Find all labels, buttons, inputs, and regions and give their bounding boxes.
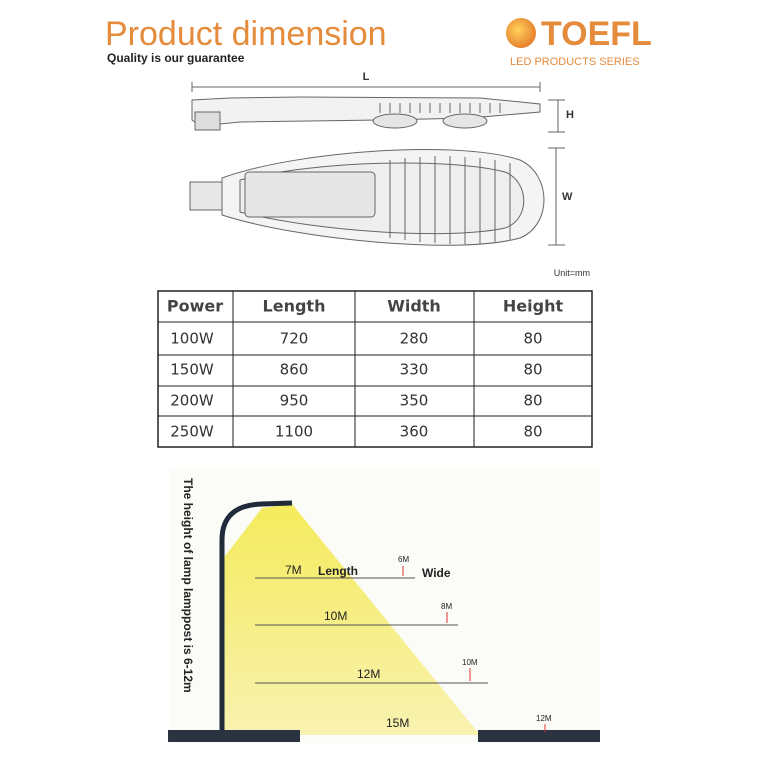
table-cell: 80 — [523, 392, 542, 410]
brand: TOEFL — [541, 15, 652, 53]
width-label: 10M — [462, 658, 478, 667]
table-cell: 350 — [400, 392, 429, 410]
side-view — [191, 82, 565, 133]
table-cell: 1100 — [275, 423, 313, 441]
width-label: W — [562, 191, 573, 203]
logo-icon — [506, 18, 536, 48]
table-cell: 80 — [523, 361, 542, 379]
table-cell: 280 — [400, 330, 429, 348]
table-header: Power — [167, 297, 223, 316]
table-cell: 950 — [280, 392, 309, 410]
ground — [478, 730, 600, 742]
table-cell: 720 — [280, 330, 309, 348]
table-header: Height — [503, 297, 564, 316]
table-header: Length — [263, 297, 326, 316]
subtitle: Quality is our guarantee — [107, 51, 245, 65]
width-label: 6M — [398, 555, 409, 564]
ground — [168, 730, 300, 742]
table-cell: 100W — [170, 330, 214, 348]
table-cell: 80 — [523, 330, 542, 348]
distance-label: 12M — [357, 667, 380, 681]
width-label: 12M — [536, 714, 552, 723]
table-cell: 360 — [400, 423, 429, 441]
lamp-pole — [219, 500, 293, 735]
table-cell: 330 — [400, 361, 429, 379]
unit: Unit=mm — [554, 268, 590, 278]
height-label: H — [566, 109, 574, 121]
distance-word: Length — [318, 564, 358, 578]
table-cell: 80 — [523, 423, 542, 441]
top-view — [189, 147, 565, 246]
table-header: Width — [387, 297, 441, 316]
table-cell: 200W — [170, 392, 214, 410]
table-cell: 150W — [170, 361, 214, 379]
brand-tagline: LED PRODUCTS SERIES — [510, 56, 640, 68]
dimension-table: Power Length Width Height 100W 720 280 8… — [157, 290, 593, 448]
width-word: Wide — [422, 566, 451, 580]
lighting-illustration: The height of lamp lamppost is 6-12m 7M … — [168, 468, 600, 743]
pole-height-note: The height of lamp lamppost is 6-12m — [181, 478, 195, 693]
title: Product dimension — [105, 15, 387, 53]
width-label: 8M — [441, 602, 452, 611]
light-beam — [222, 504, 480, 735]
distance-label: 7M — [285, 563, 302, 577]
table-cell: 860 — [280, 361, 309, 379]
distance-label: 10M — [324, 609, 347, 623]
length-label: L — [363, 71, 370, 83]
distance-label: 15M — [386, 716, 409, 730]
table-cell: 250W — [170, 423, 214, 441]
